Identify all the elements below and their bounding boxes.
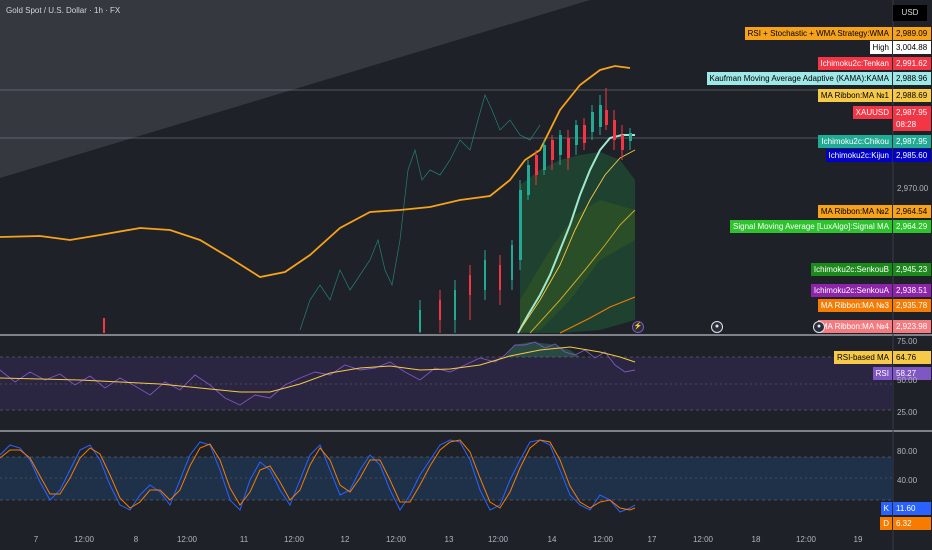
ribbon-fill [520, 200, 635, 333]
price-value-8: 2,964.54 [893, 205, 931, 218]
price-label-9: Signal Moving Average [LuxAlgo]:Signal M… [730, 220, 892, 233]
chart-title: Gold Spot / U.S. Dollar · 1h · FX [6, 6, 121, 15]
price-value-1: 3,004.88 [893, 41, 931, 54]
wma-line [0, 65, 631, 278]
time-tick-4: 11 [239, 535, 249, 544]
ma3-line [559, 296, 636, 334]
time-tick-0: 7 [33, 535, 39, 544]
price-value-5: 2,987.95 [893, 106, 931, 119]
time-tick-13: 12:00 [692, 535, 714, 544]
price-tick-0: 2,970.00 [897, 184, 929, 193]
price-value-13: 2,923.98 [893, 320, 931, 333]
rsi-value-1: 58.27 [893, 367, 931, 380]
stoch-value-1: 6.32 [893, 517, 931, 530]
time-tick-6: 12 [340, 535, 350, 544]
price-label-3: Kaufman Moving Average Adaptive (KAMA):K… [706, 72, 892, 85]
time-tick-12: 17 [647, 535, 657, 544]
price-value-2: 2,991.62 [893, 57, 931, 70]
time-tick-9: 12:00 [487, 535, 509, 544]
stoch-tick-1: 40.00 [897, 476, 918, 485]
price-label-2: Ichimoku2c:Tenkan [817, 57, 892, 70]
stoch-label-1: D [880, 517, 892, 530]
price-value-10: 2,945.23 [893, 263, 931, 276]
price-value-7: 2,985.60 [893, 149, 931, 162]
stoch-band [0, 457, 893, 500]
price-label-12: MA Ribbon:MA №3 [817, 299, 892, 312]
time-tick-3: 12:00 [176, 535, 198, 544]
rsi-band [0, 357, 893, 410]
price-label-0: RSI + Stochastic + WMA Strategy:WMA [744, 27, 892, 40]
countdown-value: 08:28 [893, 118, 931, 131]
time-tick-5: 12:00 [283, 535, 305, 544]
time-tick-11: 12:00 [592, 535, 614, 544]
price-label-13: MA Ribbon:MA №4 [817, 320, 892, 333]
rsi-tick-0: 75.00 [897, 337, 918, 346]
rsi-ma-line [0, 346, 636, 393]
price-label-6: Ichimoku2c:Chikou [818, 135, 892, 148]
time-tick-10: 14 [547, 535, 557, 544]
price-value-11: 2,938.51 [893, 284, 931, 297]
price-value-6: 2,987.95 [893, 135, 931, 148]
price-label-1: High [869, 41, 892, 54]
chikou-line [299, 93, 541, 331]
stoch-label-0: K [880, 502, 892, 515]
rsi-value-0: 64.76 [893, 351, 931, 364]
us-flag-event-icon-2[interactable]: ● [813, 321, 825, 333]
time-tick-2: 8 [133, 535, 139, 544]
ma2-line [529, 209, 636, 334]
rsi-line [0, 341, 636, 406]
price-value-3: 2,988.96 [893, 72, 931, 85]
price-label-5: XAUUSD [852, 106, 892, 119]
time-tick-7: 12:00 [385, 535, 407, 544]
stoch-k-line [0, 439, 636, 513]
price-label-11: Ichimoku2c:SenkouA [810, 284, 892, 297]
price-value-0: 2,989.09 [893, 27, 931, 40]
time-tick-14: 18 [751, 535, 761, 544]
time-tick-16: 19 [853, 535, 863, 544]
ma1-line [519, 149, 636, 331]
kama-line [517, 134, 635, 334]
rsi-label-0: RSI-based MA [833, 351, 892, 364]
price-value-12: 2,935.78 [893, 299, 931, 312]
stoch-d-line [0, 439, 636, 511]
lightning-event-icon[interactable]: ⚡ [632, 321, 644, 333]
shaded-zone [0, 0, 590, 178]
price-label-10: Ichimoku2c:SenkouB [810, 263, 892, 276]
price-label-8: MA Ribbon:MA №2 [817, 205, 892, 218]
time-tick-15: 12:00 [795, 535, 817, 544]
price-label-4: MA Ribbon:MA №1 [817, 89, 892, 102]
candles [103, 88, 632, 333]
rsi-label-1: RSI [872, 367, 892, 380]
stoch-value-0: 11.60 [893, 502, 931, 515]
rsi-tick-1: 50.00 [897, 376, 918, 385]
time-tick-1: 12:00 [73, 535, 95, 544]
us-flag-event-icon[interactable]: ● [711, 321, 723, 333]
currency-button[interactable]: USD [893, 5, 927, 21]
price-label-7: Ichimoku2c:Kijun [825, 149, 892, 162]
price-value-4: 2,988.69 [893, 89, 931, 102]
stoch-tick-0: 80.00 [897, 447, 918, 456]
price-value-9: 2,964.29 [893, 220, 931, 233]
time-tick-8: 13 [444, 535, 454, 544]
rsi-tick-2: 25.00 [897, 408, 918, 417]
